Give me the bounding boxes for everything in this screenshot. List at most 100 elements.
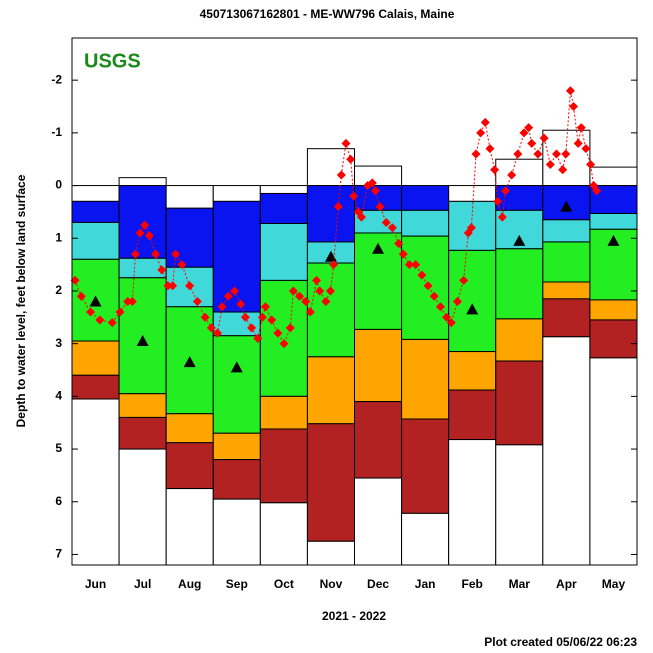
y-tick-label: -2: [51, 72, 62, 86]
daily-marker: [329, 260, 339, 270]
percentile-band: [306, 356, 355, 425]
daily-marker: [561, 149, 571, 159]
daily-marker: [157, 265, 167, 275]
percentile-band: [354, 165, 403, 187]
percentile-band: [542, 281, 591, 300]
logo: USGS: [84, 50, 141, 72]
median-marker: [513, 234, 526, 246]
daily-marker: [127, 297, 137, 306]
median-marker: [372, 242, 385, 254]
daily-marker: [151, 249, 161, 259]
daily-marker: [442, 312, 452, 322]
daily-marker: [130, 249, 140, 259]
percentile-band: [212, 498, 261, 566]
daily-marker: [586, 159, 596, 169]
percentile-band: [259, 223, 308, 281]
median-marker: [89, 295, 102, 307]
daily-marker: [135, 228, 145, 238]
daily-marker: [86, 307, 96, 317]
daily-marker: [446, 318, 456, 328]
percentile-band: [542, 336, 591, 566]
daily-marker: [592, 186, 602, 196]
daily-marker: [95, 315, 105, 325]
median-marker: [607, 234, 620, 246]
daily-marker: [76, 291, 86, 301]
daily-marker: [545, 159, 555, 169]
daily-marker: [423, 281, 433, 291]
daily-marker: [411, 260, 421, 270]
chart-title: 450713067162801 - ME-WW796 Calais, Maine: [200, 7, 455, 21]
y-tick-label: 3: [55, 336, 62, 350]
daily-marker: [452, 297, 462, 306]
daily-marker: [217, 302, 227, 312]
x-tick-label: Jan: [415, 577, 436, 591]
daily-marker: [471, 149, 481, 159]
daily-marker: [497, 212, 507, 222]
daily-marker: [273, 328, 283, 338]
percentile-band: [306, 185, 355, 243]
percentile-band: [71, 185, 120, 202]
percentile-band: [401, 209, 450, 237]
y-tick-label: 7: [55, 547, 62, 561]
daily-marker: [171, 249, 181, 259]
daily-marker: [398, 249, 408, 259]
percentile-band: [165, 442, 214, 490]
median-marker: [183, 356, 196, 368]
daily-marker: [301, 297, 311, 306]
daily-marker: [500, 186, 510, 196]
percentile-band: [118, 416, 167, 450]
daily-marker: [213, 328, 223, 338]
percentile-band: [448, 389, 497, 441]
daily-marker: [144, 231, 154, 241]
percentile-band: [71, 340, 120, 376]
percentile-band: [306, 148, 355, 187]
percentile-band: [212, 335, 261, 434]
median-marker: [466, 303, 479, 315]
plot-frame: [71, 37, 638, 566]
daily-marker: [279, 339, 289, 349]
x-tick-label: Jul: [134, 577, 151, 591]
daily-marker: [326, 286, 336, 296]
daily-marker: [247, 323, 257, 333]
daily-marker: [485, 144, 495, 154]
percentile-band: [401, 338, 450, 420]
percentile-band: [401, 512, 450, 566]
daily-marker: [223, 291, 233, 301]
daily-marker: [70, 275, 80, 285]
x-tick-label: Nov: [320, 577, 343, 591]
percentile-band: [448, 439, 497, 566]
daily-marker: [429, 291, 439, 301]
daily-marker: [177, 260, 187, 270]
daily-marker: [459, 275, 469, 285]
x-tick-label: Sep: [226, 577, 248, 591]
percentile-band: [306, 423, 355, 542]
daily-marker: [285, 323, 295, 333]
y-tick-label: 5: [55, 441, 62, 455]
daily-marker: [185, 281, 195, 291]
daily-marker: [493, 196, 503, 206]
percentile-band: [495, 360, 544, 446]
x-tick-label: Mar: [509, 577, 531, 591]
y-tick-label: 0: [55, 178, 62, 192]
percentile-band: [495, 444, 544, 566]
percentile-band: [495, 318, 544, 362]
daily-marker: [305, 307, 315, 317]
daily-marker: [533, 149, 543, 159]
percentile-band: [354, 328, 403, 403]
percentile-band: [448, 351, 497, 391]
y-tick-label: 1: [55, 230, 62, 244]
daily-marker: [527, 138, 537, 148]
daily-marker: [192, 297, 202, 306]
percentile-band: [212, 185, 261, 202]
percentile-band: [448, 185, 497, 202]
daily-marker: [206, 323, 216, 333]
daily-marker: [417, 270, 427, 280]
daily-marker: [257, 312, 267, 322]
percentile-band: [259, 185, 308, 194]
daily-marker: [140, 220, 150, 230]
percentile-band: [118, 257, 167, 279]
percentile-band: [589, 319, 638, 359]
percentile-band: [542, 219, 591, 243]
y-tick-label: -1: [51, 125, 62, 139]
